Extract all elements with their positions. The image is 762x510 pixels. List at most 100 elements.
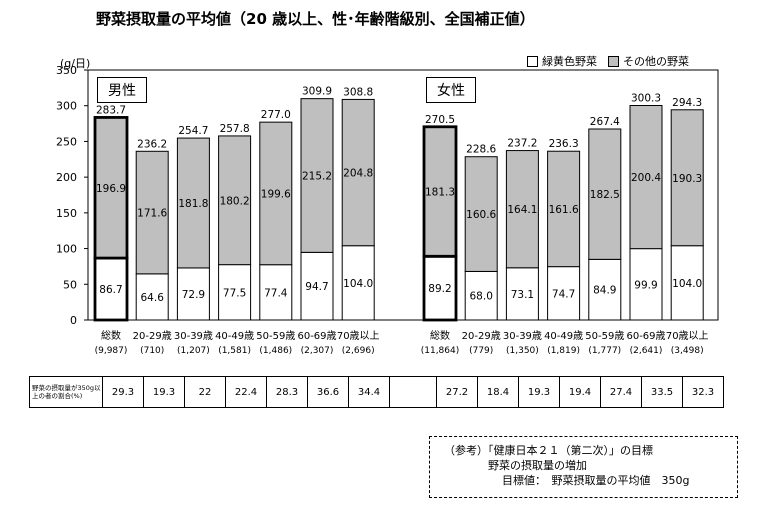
bar-green-yellow [588,258,622,321]
data-label-other: 180.2 [220,195,250,207]
data-label-total: 254.7 [178,125,208,137]
data-label-other: 200.4 [631,172,661,184]
x-sample-size-label: (1,486) [259,346,292,356]
data-label-total: 237.2 [507,138,537,150]
rate-female-30s: 19.3 [518,376,560,408]
x-category-label: 総数 [430,329,450,342]
group-label-female: 女性 [426,77,476,103]
bar-other [135,150,169,275]
data-label-other: 182.5 [590,189,620,201]
note-line-2: 野菜の摂取量の増加 [488,459,587,472]
x-sample-size-label: (2,696) [342,346,375,356]
data-label-total: 309.9 [302,86,332,98]
data-label-other: 190.3 [672,173,702,185]
rate-female-20s: 18.4 [477,376,519,408]
x-category-label: 総数 [101,329,121,342]
bar-other [464,156,498,272]
x-sample-size-label: (1,350) [506,346,539,356]
bar-green-yellow [135,273,169,321]
x-sample-size-label: (1,581) [218,346,251,356]
data-label-other: 181.3 [425,187,455,199]
legend-item-green-yellow: 緑黄色野菜 [527,53,597,69]
x-category-label: 50-59歳 [585,330,624,342]
data-label-green-yellow: 74.7 [552,288,575,300]
x-category-label: 20-29歳 [462,330,501,342]
rate-male-70plus: 34.4 [348,376,390,408]
bar-green-yellow [218,264,252,321]
bar-other [629,105,663,250]
rate-male-total: 29.3 [102,376,144,408]
data-label-green-yellow: 84.9 [593,285,616,297]
rate-350g-table: 野菜の摂取量が350g以上の者の割合(%) 29.3 19.3 22 22.4 … [29,376,724,408]
data-label-total: 277.0 [261,109,291,121]
bar-other [218,135,252,266]
data-label-green-yellow: 77.5 [223,287,246,299]
bar-other [505,150,539,269]
data-label-other: 199.6 [261,188,291,200]
rate-female-60s: 33.5 [641,376,683,408]
data-label-total: 236.3 [549,138,579,150]
rate-female-40s: 19.4 [559,376,601,408]
data-label-green-yellow: 86.7 [99,284,122,296]
x-sample-size-label: (2,307) [301,346,334,356]
bar-other [93,116,129,260]
bar-other [176,137,210,269]
y-tick-label: 50 [63,278,77,291]
data-label-total: 267.4 [590,116,620,128]
y-tick-label: 100 [56,243,77,256]
bar-other [259,121,293,266]
legend-swatch-green-yellow [527,55,538,67]
x-sample-size-label: (9,987) [95,346,128,356]
rate-female-70plus: 32.3 [682,376,724,408]
bar-green-yellow [670,245,704,321]
bar-other [341,98,375,247]
data-label-total: 294.3 [672,97,702,109]
rate-male-30s: 22 [184,376,226,408]
x-sample-size-label: (3,498) [671,346,704,356]
note-line-3: 目標値： 野菜摂取量の平均値 350g [502,474,690,487]
chart-title: 野菜摂取量の平均値（20 歳以上、性･年齢階級別、全国補正値） [96,10,535,28]
legend-swatch-other [608,55,619,67]
data-label-green-yellow: 73.1 [511,289,534,301]
x-category-label: 60-69歳 [626,330,665,342]
x-category-label: 60-69歳 [297,330,336,342]
x-category-label: 70歳以上 [337,330,380,342]
data-label-green-yellow: 89.2 [428,283,451,295]
bar-green-yellow [505,267,539,321]
data-label-other: 181.8 [178,198,208,210]
rate-female-50s: 27.4 [600,376,642,408]
x-sample-size-label: (11,864) [421,346,460,356]
x-sample-size-label: (2,641) [630,346,663,356]
rate-female-total: 27.2 [436,376,478,408]
rate-male-40s: 22.4 [225,376,267,408]
rate-male-20s: 19.3 [143,376,185,408]
x-category-label: 30-39歳 [503,330,542,342]
bar-green-yellow [629,248,663,321]
data-label-green-yellow: 94.7 [305,281,328,293]
rate-male-50s: 28.3 [266,376,308,408]
data-label-other: 171.6 [137,208,167,220]
data-label-total: 283.7 [96,104,126,116]
y-tick-label: 200 [56,171,77,184]
reference-note-box: （参考）「健康日本２１（第二次）」の目標 野菜の摂取量の増加 目標値： 野菜摂取… [429,436,738,498]
data-label-other: 204.8 [343,168,373,180]
stacked-bar-chart: 0 50 100 150 200 250 300 350 86.7 196.9 283.7 総数 (9,… [56,64,719,356]
bar-other [670,109,704,247]
bar-green-yellow [176,267,210,321]
note-line-1: （参考）「健康日本２１（第二次）」の目標 [444,444,653,457]
data-label-other: 164.1 [507,204,537,216]
data-label-total: 257.8 [220,123,250,135]
y-tick-label: 350 [56,64,77,77]
x-category-label: 40-49歳 [215,330,254,342]
x-sample-size-label: (779) [469,346,493,356]
x-category-label: 70歳以上 [666,330,709,342]
data-label-total: 236.2 [137,138,167,150]
x-sample-size-label: (1,777) [588,346,621,356]
x-sample-size-label: (1,207) [177,346,210,356]
y-tick-label: 300 [56,100,77,113]
bar-green-yellow [341,245,375,321]
y-tick-label: 0 [70,314,77,327]
data-label-other: 160.6 [466,209,496,221]
x-category-label: 50-59歳 [256,330,295,342]
data-label-other: 196.9 [96,183,126,195]
